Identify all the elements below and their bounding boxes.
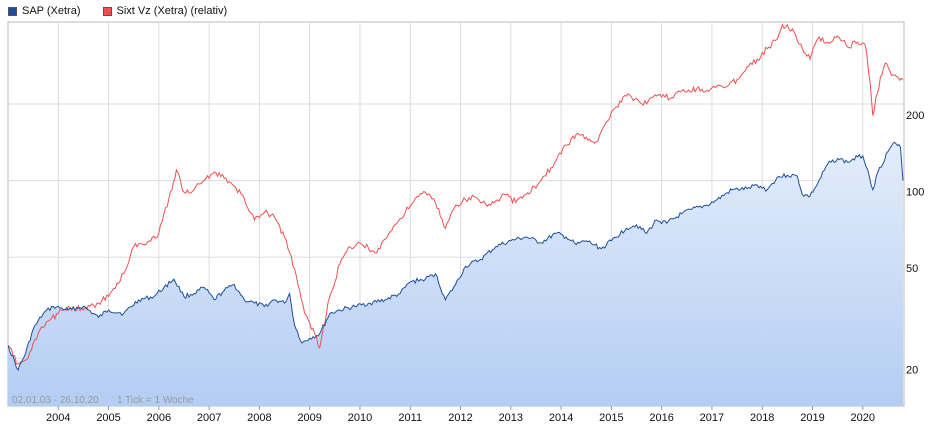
y-axis: 20 50 100 200 [906, 110, 924, 376]
y-tick-label: 20 [906, 364, 918, 376]
x-tick-label: 2006 [147, 412, 171, 424]
y-tick-label: 200 [906, 110, 924, 122]
legend-sap-label: SAP (Xetra) [22, 5, 81, 17]
x-axis: 2004 2005 2006 2007 2008 2009 2010 2011 2012 2013… [46, 406, 875, 424]
y-tick-label: 50 [906, 263, 918, 275]
x-tick-label: 2009 [297, 412, 321, 424]
y-tick-label: 100 [906, 187, 924, 199]
legend: SAP (Xetra) Sixt Vz (Xetra) (relativ) [8, 5, 227, 17]
x-tick-label: 2007 [197, 412, 221, 424]
x-tick-label: 2015 [599, 412, 623, 424]
footer-tick-info: 1 Tick = 1 Woche [117, 395, 194, 406]
x-tick-label: 2017 [700, 412, 724, 424]
x-tick-label: 2012 [448, 412, 472, 424]
sap-series-line [8, 141, 904, 372]
sixt-series-line [8, 23, 904, 365]
x-tick-label: 2019 [800, 412, 824, 424]
sap-series-area [8, 142, 903, 406]
sixt-swatch-icon [102, 6, 112, 16]
footer-date-range: 02.01.03 - 26.10.20 [12, 395, 99, 406]
x-tick-label: 2020 [851, 412, 875, 424]
x-tick-label: 2014 [549, 412, 573, 424]
sap-swatch-icon [8, 6, 17, 16]
x-tick-label: 2008 [247, 412, 271, 424]
x-tick-label: 2018 [750, 412, 774, 424]
legend-item-sap[interactable]: SAP (Xetra) [8, 5, 81, 17]
legend-item-sixt[interactable]: Sixt Vz (Xetra) (relativ) [102, 5, 228, 17]
x-tick-label: 2005 [96, 412, 120, 424]
x-tick-label: 2004 [46, 412, 70, 424]
x-tick-label: 2011 [398, 412, 422, 424]
x-tick-label: 2010 [348, 412, 372, 424]
x-tick-label: 2013 [499, 412, 523, 424]
legend-sixt-label: Sixt Vz (Xetra) (relativ) [116, 5, 228, 17]
x-tick-label: 2016 [649, 412, 673, 424]
